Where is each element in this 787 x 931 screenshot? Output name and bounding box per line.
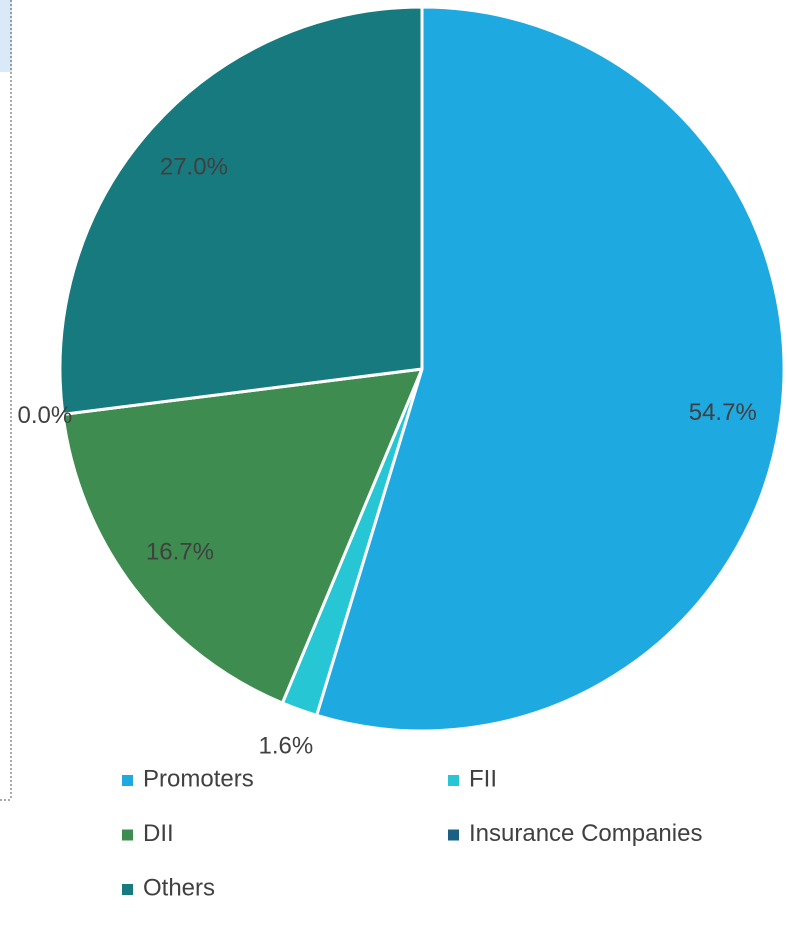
legend-label: Insurance Companies <box>469 820 702 847</box>
pie <box>58 5 786 733</box>
legend-swatch <box>448 829 459 841</box>
legend: Promoters FII DII Insurance Companies Others <box>122 765 702 901</box>
data-label: 16.7% <box>146 538 214 565</box>
background-cell <box>0 0 12 72</box>
pie-slice <box>58 5 424 416</box>
data-labels: 54.7% 1.6% 16.7% 0.0% 27.0% <box>18 153 757 759</box>
data-label: 1.6% <box>259 732 314 759</box>
legend-swatch <box>122 829 133 841</box>
legend-label: Promoters <box>143 765 254 792</box>
legend-swatch <box>448 775 459 786</box>
pie-slice <box>315 5 786 733</box>
legend-label: FII <box>469 765 497 792</box>
data-label: 0.0% <box>18 402 73 429</box>
data-label: 27.0% <box>160 153 228 180</box>
legend-label: DII <box>143 820 174 847</box>
legend-swatch <box>122 884 133 895</box>
data-label: 54.7% <box>689 399 757 426</box>
legend-swatch <box>122 775 133 786</box>
legend-label: Others <box>143 874 215 901</box>
pie-slice <box>61 367 424 705</box>
